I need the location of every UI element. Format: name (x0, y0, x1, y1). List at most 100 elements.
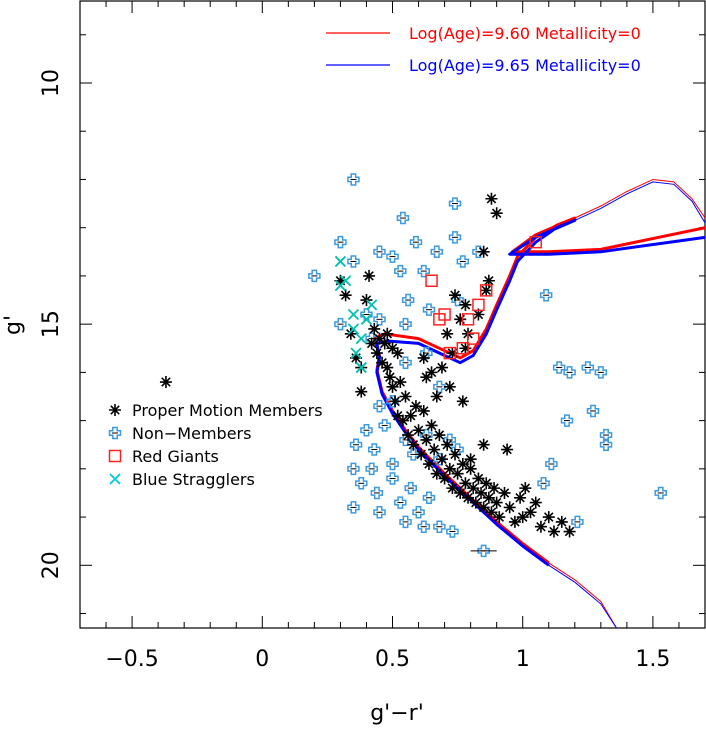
data-point (409, 235, 423, 249)
data-point (399, 317, 412, 331)
data-point (459, 477, 472, 490)
data-point (441, 438, 454, 451)
data-point (399, 356, 412, 369)
data-point (537, 477, 550, 490)
marker-legend: Proper Motion Members Non−Members Red Gian… (108, 401, 323, 489)
data-point (467, 482, 480, 495)
x-tick-label: 1.5 (635, 647, 670, 672)
data-point (334, 235, 347, 249)
y-tick-label: 10 (39, 69, 64, 97)
data-point (417, 404, 430, 417)
data-point (654, 486, 667, 500)
data-point (373, 399, 386, 413)
data-point (378, 419, 391, 432)
data-point (456, 395, 469, 408)
data-point (389, 395, 402, 408)
data-point (370, 486, 384, 500)
data-point (404, 409, 417, 422)
data-point (347, 173, 360, 186)
x-tick-label: 0.5 (375, 647, 410, 672)
data-point (159, 376, 172, 389)
isochrone-line (375, 218, 705, 567)
data-point (339, 289, 352, 302)
data-point (401, 293, 415, 307)
plot-frame (79, 0, 706, 629)
data-point (448, 231, 462, 244)
data-point (581, 361, 595, 374)
data-point (477, 501, 490, 514)
data-point (360, 308, 373, 321)
data-point (412, 505, 425, 519)
data-point (446, 482, 459, 495)
data-point (563, 366, 576, 379)
data-point (334, 274, 347, 287)
data-point (430, 390, 443, 403)
data-point (425, 419, 438, 432)
data-point (360, 313, 373, 325)
data-point (519, 482, 532, 495)
data-point (443, 380, 456, 393)
data-point (448, 197, 462, 210)
data-point (490, 207, 503, 220)
data-point (308, 269, 321, 283)
data-point (365, 462, 378, 476)
legend-marker (108, 449, 122, 463)
data-point (477, 245, 490, 258)
data-point (368, 322, 381, 335)
data-point (396, 211, 410, 225)
axis-ticks (79, 1, 706, 628)
data-point (539, 288, 553, 302)
data-point (524, 506, 537, 519)
data-point (370, 347, 383, 360)
data-point (420, 371, 433, 384)
data-point (552, 361, 566, 374)
data-point (339, 275, 352, 287)
data-point (482, 274, 495, 287)
data-point (482, 491, 495, 504)
data-point (563, 525, 576, 538)
data-point (350, 347, 362, 359)
data-point (373, 245, 386, 259)
x-tick-label: −0.5 (105, 647, 158, 672)
data-points (159, 173, 667, 558)
data-point (461, 313, 475, 326)
data-point (355, 477, 368, 490)
data-point (334, 317, 347, 331)
data-point (347, 501, 360, 514)
data-point (420, 433, 433, 446)
data-point (347, 462, 360, 476)
data-point (480, 477, 493, 490)
isochrone-tail (548, 564, 617, 628)
y-axis-title: g' (1, 315, 26, 335)
data-point (355, 361, 367, 374)
data-point (363, 269, 376, 282)
data-point (334, 255, 347, 268)
isochrone-giant-loop (574, 181, 705, 224)
data-point (373, 313, 386, 326)
data-point (409, 400, 422, 413)
data-point (571, 515, 584, 529)
data-point (430, 245, 444, 259)
data-point (386, 342, 399, 355)
data-point (347, 308, 360, 321)
data-point (378, 337, 391, 350)
data-point (366, 299, 378, 311)
data-point (417, 351, 430, 364)
data-point (508, 515, 521, 528)
isochrone-curves (372, 178, 705, 628)
legend-label: Red Giants (132, 447, 219, 466)
data-point (386, 250, 399, 263)
data-point (459, 342, 472, 355)
data-point (394, 264, 407, 278)
data-point (485, 192, 498, 205)
data-point (349, 438, 363, 451)
data-point (396, 414, 409, 427)
data-point (529, 496, 542, 509)
data-point (454, 486, 467, 499)
data-point (415, 448, 428, 461)
data-point (464, 453, 477, 466)
data-point (501, 443, 514, 456)
data-point (373, 332, 386, 345)
data-point (542, 511, 555, 524)
